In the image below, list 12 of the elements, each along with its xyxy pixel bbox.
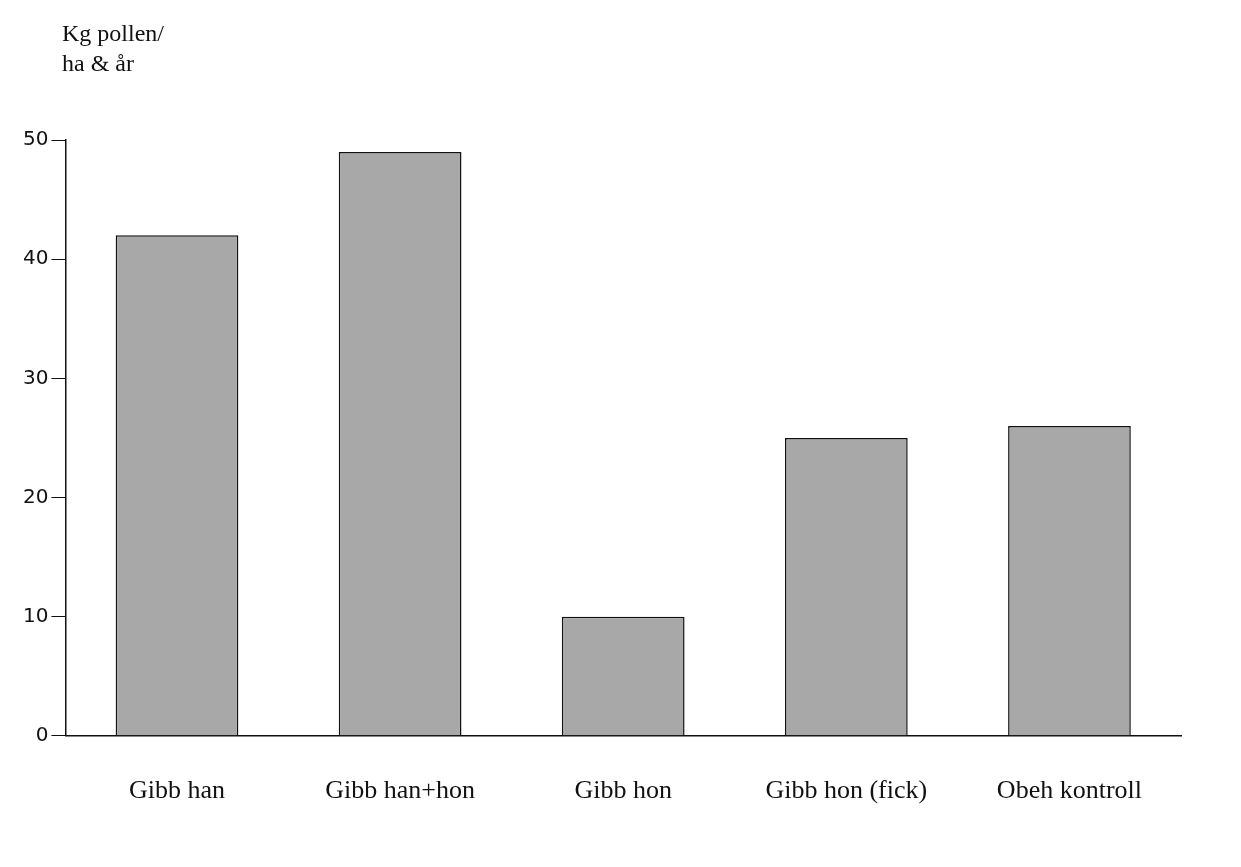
x-tick-label: Gibb han+hon <box>325 775 475 805</box>
x-tick-label: Gibb hon <box>574 775 672 805</box>
y-tick-label: 0 <box>35 722 49 746</box>
y-axis-title: Kg pollen/ ha & år <box>62 19 164 78</box>
x-tick-label: Gibb hon (fick) <box>765 775 928 805</box>
y-tick-label: 30 <box>23 364 49 389</box>
y-tick-label: 10 <box>23 602 49 627</box>
y-tick-label: 50 <box>23 126 49 151</box>
x-tick-label: Gibb han <box>128 775 226 805</box>
x-tick-label: Obeh kontroll <box>996 775 1143 805</box>
y-tick-label: 40 <box>23 245 49 270</box>
y-tick-label: 20 <box>23 483 49 508</box>
